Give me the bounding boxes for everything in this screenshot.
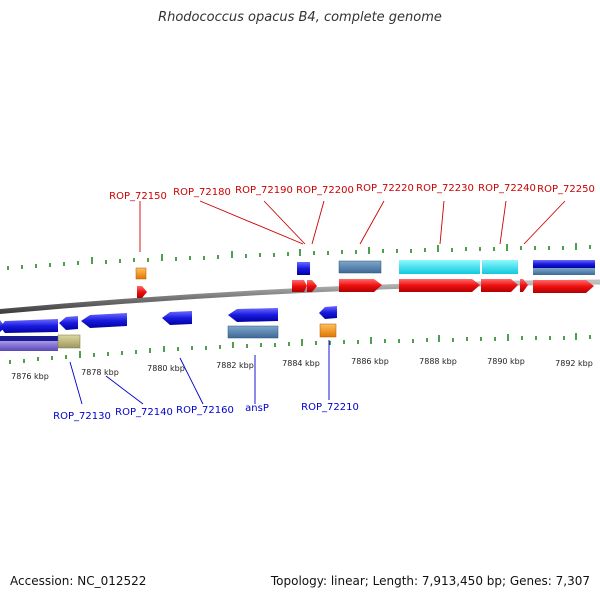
cyan-feature-72240[interactable] <box>482 260 518 274</box>
orange-feature-72210[interactable] <box>319 323 337 338</box>
gene-label-rop-72200[interactable]: ROP_72200 <box>296 185 354 196</box>
gene-label-rop-72220[interactable]: ROP_72220 <box>356 183 414 194</box>
scale-label: 7884 kbp <box>282 359 320 368</box>
navy-feature-left[interactable] <box>0 336 58 341</box>
accession-text: Accession: NC_012522 <box>10 574 147 588</box>
gene-arrow-rop-72245[interactable] <box>520 279 528 292</box>
lower-tick-ring <box>9 333 591 364</box>
gene-arrow-rop-72210[interactable] <box>319 306 337 319</box>
gene-arrow-rop-72220[interactable] <box>339 279 382 292</box>
bottom-gene-labels: ROP_72130 ROP_72140 ROP_72160 ansP ROP_7… <box>53 402 359 422</box>
bottom-leader-lines <box>69 340 330 405</box>
gene-arrow-rop-72130[interactable] <box>0 319 58 333</box>
gene-arrow-rop-72180[interactable] <box>292 280 307 292</box>
gene-label-ansp[interactable]: ansP <box>245 403 269 414</box>
gene-arrow-rop-72190[interactable] <box>307 280 317 292</box>
steel-feature-72250[interactable] <box>533 268 595 275</box>
reverse-feature-track <box>0 306 337 351</box>
scale-label: 7876 kbp <box>11 372 49 381</box>
forward-feature-track <box>135 260 595 298</box>
cyan-feature-72230[interactable] <box>399 260 480 274</box>
scale-label: 7890 kbp <box>487 357 525 366</box>
scale-label: 7882 kbp <box>216 361 254 370</box>
gene-label-rop-72230[interactable]: ROP_72230 <box>416 183 474 194</box>
steel-feature-ansp[interactable] <box>227 325 279 339</box>
gene-label-rop-72180[interactable]: ROP_72180 <box>173 187 231 198</box>
gene-arrow-rop-72240[interactable] <box>481 279 518 292</box>
gene-label-rop-72240[interactable]: ROP_72240 <box>478 183 536 194</box>
gene-label-rop-72190[interactable]: ROP_72190 <box>235 185 293 196</box>
gene-arrow-ansp[interactable] <box>228 308 278 322</box>
gene-arrow-rop-72150[interactable] <box>137 286 147 298</box>
scale-labels: 7876 kbp 7878 kbp 7880 kbp 7882 kbp 7884… <box>11 357 593 381</box>
gene-arrow-rop-72140[interactable] <box>59 316 78 330</box>
gene-label-rop-72150[interactable]: ROP_72150 <box>109 191 167 202</box>
scale-label: 7880 kbp <box>147 364 185 373</box>
gene-label-rop-72160[interactable]: ROP_72160 <box>176 405 234 416</box>
top-leader-lines <box>139 200 566 252</box>
gene-label-rop-72210[interactable]: ROP_72210 <box>301 402 359 413</box>
gene-arrow-rop-72160[interactable] <box>81 313 127 328</box>
scale-label: 7878 kbp <box>81 368 119 377</box>
gene-arrow-rop-72250[interactable] <box>533 280 594 293</box>
gene-label-rop-72250[interactable]: ROP_72250 <box>537 184 595 195</box>
khaki-feature-left[interactable] <box>57 334 81 349</box>
gene-arrow-rop-72165[interactable] <box>162 311 192 325</box>
topology-text: Topology: linear; Length: 7,913,450 bp; … <box>270 574 590 588</box>
steel-feature-72220[interactable] <box>338 260 382 274</box>
orange-feature-72150[interactable] <box>135 267 147 280</box>
scale-label: 7888 kbp <box>419 357 457 366</box>
gene-arrow-rop-72230[interactable] <box>399 279 480 292</box>
scale-label: 7886 kbp <box>351 357 389 366</box>
gene-label-rop-72130[interactable]: ROP_72130 <box>53 411 111 422</box>
upper-tick-ring <box>7 243 591 270</box>
blue-feature-72180[interactable] <box>297 262 310 275</box>
gene-label-rop-72140[interactable]: ROP_72140 <box>115 407 173 418</box>
purple-feature-left[interactable] <box>0 341 58 351</box>
top-gene-labels: ROP_72150 ROP_72180 ROP_72190 ROP_72200 … <box>109 183 595 202</box>
map-title: Rhodococcus opacus B4, complete genome <box>158 10 442 25</box>
scale-label: 7892 kbp <box>555 359 593 368</box>
blue-feature-72250[interactable] <box>533 260 595 268</box>
